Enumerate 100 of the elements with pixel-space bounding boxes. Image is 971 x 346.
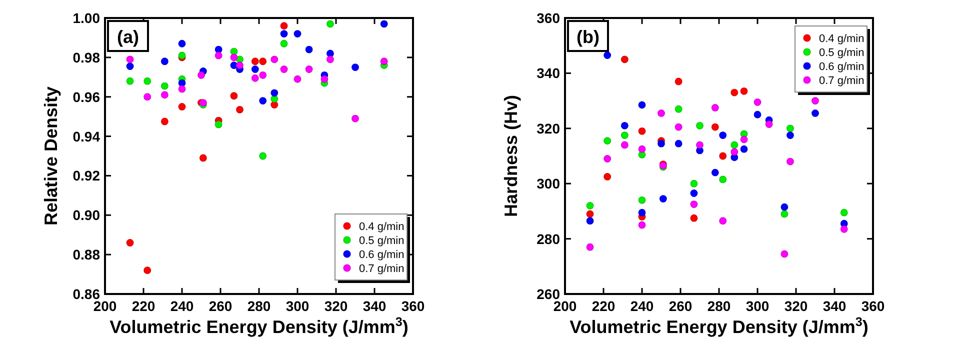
point	[251, 66, 259, 73]
point	[674, 123, 682, 131]
x-tick-label: 320	[784, 298, 808, 314]
legend-label: 0.4 g/min	[359, 221, 404, 233]
y-tick-label: 1.00	[72, 10, 100, 26]
point	[214, 120, 222, 128]
point	[270, 95, 278, 103]
x-axis-title: Volumetric Energy Density (J/mm$^{3}$)	[570, 315, 868, 337]
point	[740, 136, 748, 144]
point	[160, 82, 168, 90]
y-tick-label: 360	[536, 10, 560, 26]
x-tick-label: 360	[861, 298, 885, 314]
point	[711, 104, 719, 112]
point	[270, 56, 278, 64]
y-tick-label: 340	[536, 65, 560, 82]
y-tick-label: 0.88	[72, 246, 100, 263]
point	[236, 106, 244, 114]
point	[765, 120, 773, 128]
point	[620, 141, 628, 149]
point	[604, 52, 612, 59]
point	[270, 89, 278, 97]
point	[380, 58, 388, 66]
point	[719, 132, 727, 139]
x-tick-label: 320	[324, 298, 348, 314]
point	[199, 154, 207, 162]
point	[178, 40, 186, 48]
point	[160, 91, 168, 99]
point	[659, 195, 667, 202]
point	[320, 75, 328, 83]
point	[754, 110, 762, 118]
x-tick-label: 360	[401, 298, 425, 314]
point	[696, 141, 704, 149]
point	[144, 266, 152, 274]
y-axis-title: Relative Density	[41, 86, 61, 226]
point	[786, 158, 794, 166]
point	[280, 66, 288, 73]
point	[674, 78, 682, 86]
point	[126, 56, 134, 64]
legend-label: 0.5 g/min	[819, 47, 864, 59]
point	[259, 71, 267, 79]
point	[126, 239, 134, 246]
point	[638, 145, 646, 153]
point	[178, 85, 186, 93]
point	[780, 210, 788, 218]
y-tick-label: 0.94	[72, 128, 100, 144]
x-tick-label: 300	[286, 298, 310, 314]
y-tick-label: 300	[536, 176, 560, 192]
point	[326, 56, 334, 64]
point	[658, 110, 665, 117]
point	[638, 196, 646, 204]
legend-label: 0.6 g/min	[359, 249, 404, 261]
x-tick-label: 280	[707, 298, 731, 314]
point	[259, 152, 267, 160]
point	[638, 127, 646, 135]
point	[305, 46, 313, 54]
point	[230, 54, 238, 62]
point	[696, 122, 704, 130]
point	[236, 62, 244, 70]
x-tick-label: 240	[630, 298, 654, 314]
point	[586, 202, 594, 210]
point	[380, 20, 388, 28]
point	[604, 155, 612, 162]
point	[280, 22, 288, 30]
point	[620, 56, 628, 64]
x-tick-label: 340	[362, 298, 386, 314]
point	[690, 200, 698, 208]
point	[690, 214, 698, 222]
point	[780, 250, 788, 258]
x-tick-label: 280	[247, 298, 271, 314]
point	[658, 140, 665, 148]
point	[840, 208, 848, 216]
point	[690, 180, 698, 188]
point	[711, 168, 719, 176]
point	[730, 148, 738, 156]
point	[780, 203, 788, 211]
y-tick-label: 0.96	[72, 88, 100, 105]
x-tick-label: 220	[132, 298, 156, 314]
x-tick-label: 260	[208, 298, 232, 314]
point	[730, 141, 738, 149]
point	[326, 20, 334, 28]
legend-label: 0.7 g/min	[359, 263, 404, 275]
point	[144, 93, 152, 101]
point	[620, 132, 628, 139]
y-tick-label: 0.92	[72, 168, 100, 184]
point	[719, 152, 727, 160]
point	[251, 74, 259, 82]
point	[719, 217, 727, 225]
point	[604, 137, 612, 145]
point	[786, 124, 794, 132]
point	[740, 145, 748, 153]
point	[126, 77, 134, 85]
y-tick-label: 280	[536, 230, 560, 247]
x-tick-label: 300	[746, 298, 770, 314]
point	[719, 176, 727, 184]
x-tick-label: 240	[170, 298, 194, 314]
point	[690, 190, 698, 197]
y-axis-title: Hardness (Hv)	[501, 94, 521, 218]
point	[230, 92, 238, 100]
point	[638, 208, 646, 216]
point	[251, 58, 259, 66]
